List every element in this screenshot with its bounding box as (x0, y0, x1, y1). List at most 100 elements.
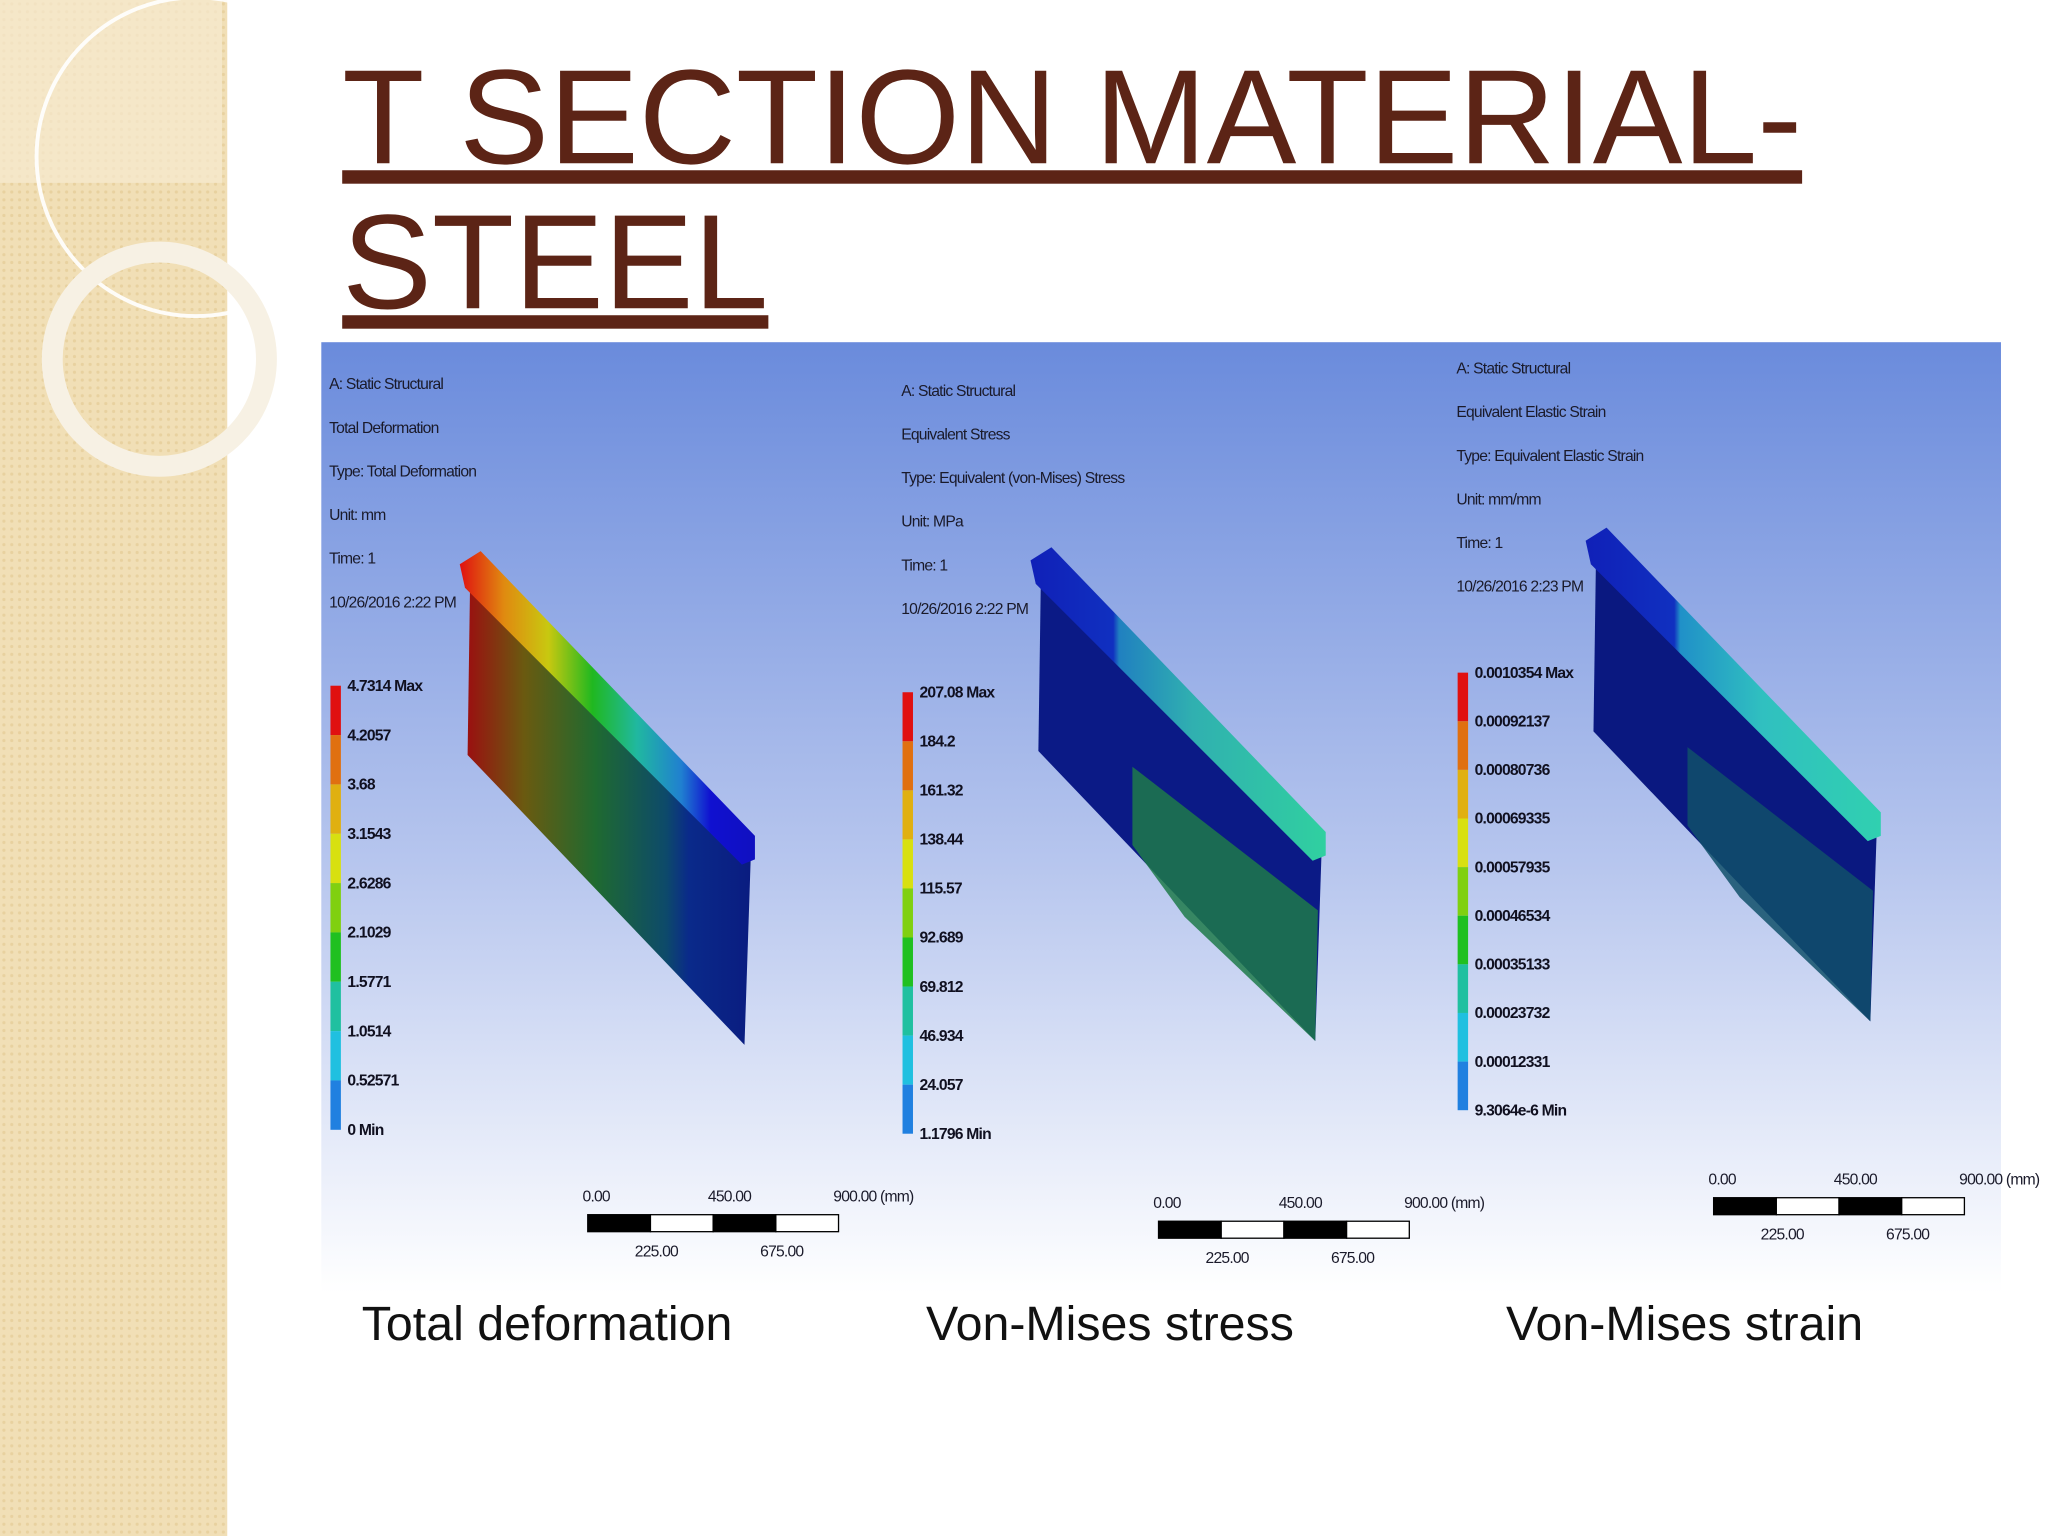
legend-label: 0.00046534 (1475, 908, 1551, 925)
legend-label: 0.00092137 (1475, 713, 1551, 730)
legend-swatch (902, 692, 913, 742)
title: T SECTION MATERIAL- (342, 41, 1802, 192)
legend-swatch (330, 784, 341, 834)
scale-segment (1157, 1220, 1222, 1239)
legend-swatch (902, 790, 913, 840)
beam-band (1132, 766, 1318, 1041)
beam-web (467, 574, 752, 1045)
side-strip (0, 0, 228, 1536)
scale-label: 0.00 (1708, 1172, 1736, 1189)
legend-swatch (330, 735, 341, 785)
panels: A: Static Structural Total Deformation Typ… (329, 361, 2041, 1352)
result-header: Type: Total Deformation (329, 463, 476, 480)
legend-label: 3.1543 (347, 826, 391, 843)
scale-segment (1283, 1220, 1348, 1239)
legend-label: 0.52571 (347, 1073, 399, 1090)
legend-label: 46.934 (920, 1028, 964, 1045)
legend-swatch (1457, 1061, 1469, 1111)
legend-label: 1.0514 (347, 1023, 391, 1040)
legend-label: 3.68 (347, 777, 375, 794)
legend-label: 9.3064e-6 Min (1475, 1102, 1567, 1119)
legend-label: 2.1029 (347, 925, 391, 942)
scale-segment (712, 1214, 777, 1233)
legend-label: 0.00080736 (1475, 762, 1551, 779)
scale-label: 0.00 (583, 1189, 611, 1206)
legend-label: 4.2057 (347, 727, 391, 744)
legend-swatch (902, 839, 913, 889)
result-header: Equivalent Elastic Strain (1456, 404, 1605, 421)
result-header: Equivalent Stress (901, 426, 1010, 443)
scale-segment (775, 1214, 840, 1233)
legend-label: 69.812 (920, 979, 964, 996)
deco-ring (34, 0, 358, 318)
legend-swatch (330, 833, 341, 884)
legend-label: 0.00069335 (1475, 811, 1551, 828)
scale-segment (587, 1214, 652, 1233)
result-header: 10/26/2016 2:22 PM (901, 601, 1028, 618)
beam-band (1687, 747, 1873, 1022)
caption: Von-Mises strain (1506, 1297, 1863, 1351)
legend-swatch (1457, 721, 1469, 770)
result-header: A: Static Structural (329, 376, 443, 393)
result-header: Time: 1 (1456, 535, 1502, 552)
legend-swatch (330, 1080, 341, 1130)
result-header: 10/26/2016 2:23 PM (1456, 579, 1583, 596)
legend-swatch (902, 1035, 913, 1085)
beam-flange (459, 551, 755, 865)
result-header: Unit: mm (329, 507, 386, 524)
scale-label: 675.00 (760, 1243, 804, 1260)
legend-swatch (1457, 915, 1469, 965)
scale-label: 450.00 (1279, 1195, 1323, 1212)
caption: Total deformation (362, 1297, 733, 1351)
scale-label: 0.00 (1153, 1195, 1181, 1212)
result-header: Type: Equivalent Elastic Strain (1456, 448, 1643, 465)
scale-label: 900.00 (mm) (1404, 1195, 1485, 1212)
beam-flange (1030, 547, 1326, 861)
result-header: 10/26/2016 2:22 PM (329, 594, 456, 611)
legend-label: 184.2 (920, 734, 956, 751)
legend-label: 207.08 Max (920, 684, 996, 701)
title: STEEL (342, 186, 768, 337)
legend-swatch (902, 986, 913, 1036)
beam-flange (1585, 527, 1881, 842)
scale-label: 225.00 (1761, 1227, 1805, 1244)
result-header: A: Static Structural (1456, 361, 1570, 378)
legend-swatch (1457, 672, 1469, 722)
legend-label: 2.6286 (347, 875, 391, 892)
legend-swatch (330, 685, 341, 736)
result-header: Type: Equivalent (von-Mises) Stress (901, 470, 1125, 487)
legend-label: 4.7314 Max (347, 678, 423, 695)
result-header: Time: 1 (329, 551, 375, 568)
scale-label: 675.00 (1886, 1227, 1930, 1244)
legend-swatch (902, 741, 913, 791)
legend-swatch (1457, 1012, 1469, 1062)
caption: Von-Mises stress (926, 1297, 1294, 1351)
result-header: Unit: MPa (901, 514, 964, 531)
legend-swatch (330, 932, 341, 982)
scale-label: 675.00 (1331, 1250, 1375, 1267)
deco-ring (41, 241, 277, 477)
scale-label: 225.00 (1206, 1250, 1250, 1267)
scale-segment (649, 1214, 714, 1233)
legend-swatch (902, 1084, 913, 1134)
legend-swatch (902, 937, 913, 987)
scale-label: 900.00 (mm) (833, 1189, 914, 1206)
scale-segment (1901, 1197, 1966, 1216)
legend-label: 24.057 (920, 1077, 964, 1094)
scale-label: 450.00 (1834, 1172, 1878, 1189)
legend-label: 0.00012331 (1475, 1054, 1551, 1071)
legend-label: 115.57 (920, 881, 963, 898)
scale-segment (1345, 1220, 1410, 1239)
legend-swatch (1457, 867, 1469, 916)
legend-swatch (330, 1031, 341, 1081)
legend-label: 138.44 (920, 832, 964, 849)
scale-label: 900.00 (mm) (1959, 1172, 2040, 1189)
side-panel (0, 0, 223, 183)
legend-label: 1.5771 (347, 974, 391, 991)
scale-segment (1712, 1197, 1777, 1216)
legend-label: 92.689 (920, 930, 964, 947)
legend-swatch (1457, 964, 1469, 1013)
result-header: Time: 1 (901, 557, 947, 574)
result-header: Unit: mm/mm (1456, 491, 1541, 508)
